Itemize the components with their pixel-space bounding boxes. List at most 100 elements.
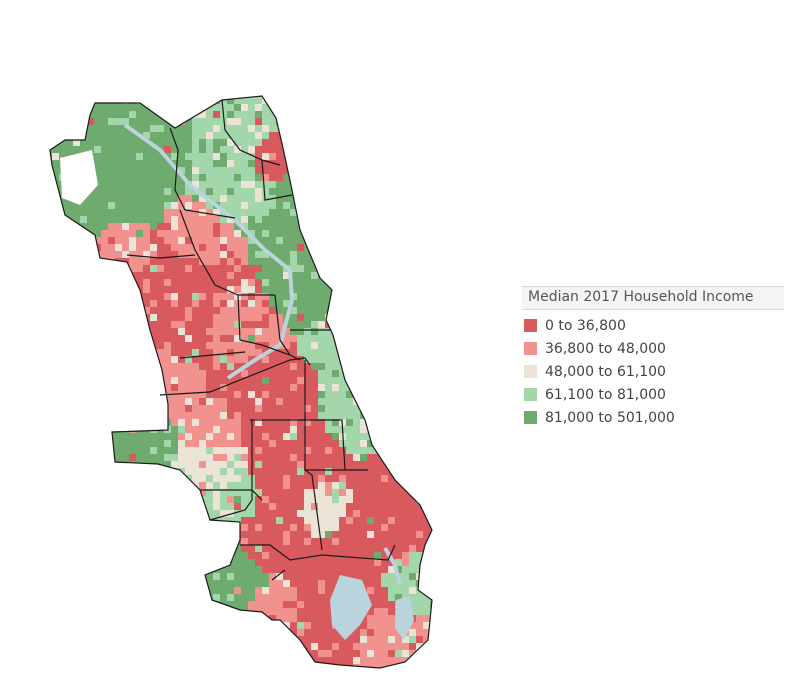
census-tract xyxy=(255,398,262,405)
census-tract xyxy=(73,405,80,412)
census-tract xyxy=(164,230,171,237)
census-tract xyxy=(262,307,269,314)
census-tract xyxy=(101,587,108,594)
census-tract xyxy=(388,517,395,524)
census-tract xyxy=(290,146,304,153)
census-tract xyxy=(360,398,374,405)
census-tract xyxy=(248,244,255,251)
census-tract xyxy=(353,671,367,678)
census-tract xyxy=(269,96,276,97)
census-tract xyxy=(50,510,52,524)
census-tract xyxy=(199,377,206,384)
census-tract xyxy=(199,566,206,580)
census-tract xyxy=(192,517,206,524)
census-tract xyxy=(129,531,136,545)
census-tract xyxy=(199,391,206,398)
census-tract xyxy=(115,531,122,538)
census-tract xyxy=(94,475,101,482)
census-tract xyxy=(360,321,374,335)
census-tract xyxy=(150,139,157,146)
census-tract xyxy=(213,272,220,279)
census-tract xyxy=(59,643,66,650)
census-tract xyxy=(94,223,101,230)
census-tract xyxy=(94,622,101,629)
census-tract xyxy=(325,132,332,139)
census-tract xyxy=(248,342,255,349)
census-tract xyxy=(269,202,276,209)
census-tract xyxy=(262,174,269,181)
census-tract xyxy=(360,286,367,293)
census-tract xyxy=(66,629,73,636)
census-tract xyxy=(80,552,87,559)
census-tract xyxy=(178,412,185,419)
census-tract xyxy=(367,671,374,678)
census-tract xyxy=(227,468,234,475)
census-tract xyxy=(381,447,388,454)
census-tract xyxy=(367,384,374,391)
census-tract xyxy=(122,384,136,398)
census-tract xyxy=(283,188,290,195)
census-tract xyxy=(437,454,444,461)
census-tract xyxy=(50,454,52,468)
census-tract xyxy=(52,671,59,678)
census-tract xyxy=(66,96,73,97)
census-tract xyxy=(339,153,346,167)
census-tract xyxy=(409,96,416,97)
census-tract xyxy=(318,195,325,202)
census-tract xyxy=(283,118,290,125)
census-tract xyxy=(255,657,262,664)
census-tract xyxy=(129,391,136,398)
census-tract xyxy=(325,237,332,244)
census-tract xyxy=(346,461,353,468)
census-tract xyxy=(66,265,80,272)
census-tract xyxy=(318,433,325,440)
census-tract xyxy=(346,643,353,650)
census-tract xyxy=(185,622,192,629)
legend-item[interactable]: 81,000 to 501,000 xyxy=(524,406,784,429)
census-tract xyxy=(325,153,332,160)
census-tract xyxy=(52,657,59,664)
census-tract xyxy=(227,419,234,426)
census-tract xyxy=(199,524,206,538)
census-tract xyxy=(66,209,73,216)
census-tract xyxy=(59,671,66,678)
census-tract xyxy=(276,188,283,195)
census-tract xyxy=(395,643,402,650)
census-tract xyxy=(353,559,360,566)
census-tract xyxy=(409,454,416,468)
census-tract xyxy=(157,587,164,594)
census-tract xyxy=(395,188,402,195)
census-tract xyxy=(395,398,402,412)
census-tract xyxy=(276,349,283,356)
census-tract xyxy=(143,608,150,615)
census-tract xyxy=(269,615,276,622)
census-tract xyxy=(283,566,290,573)
census-tract xyxy=(255,552,262,559)
census-tract xyxy=(213,244,220,251)
census-tract xyxy=(255,300,262,307)
census-tract xyxy=(80,594,87,601)
census-tract xyxy=(381,265,388,279)
census-tract xyxy=(339,118,346,125)
census-tract xyxy=(367,405,381,412)
legend-item[interactable]: 36,800 to 48,000 xyxy=(524,337,784,360)
census-tract xyxy=(220,545,227,559)
census-tract xyxy=(297,363,304,370)
legend-item[interactable]: 48,000 to 61,100 xyxy=(524,360,784,383)
legend-item[interactable]: 0 to 36,800 xyxy=(524,314,784,337)
census-tract xyxy=(50,391,52,398)
census-tract xyxy=(255,258,262,265)
census-tract xyxy=(87,496,101,503)
census-tract xyxy=(416,384,423,391)
legend-item[interactable]: 61,100 to 81,000 xyxy=(524,383,784,406)
census-tract xyxy=(423,657,430,664)
census-tract xyxy=(50,342,52,349)
census-tract xyxy=(164,433,171,440)
census-tract xyxy=(206,601,213,608)
census-tract xyxy=(50,496,59,510)
census-tract xyxy=(255,307,262,314)
census-tract xyxy=(255,601,262,608)
census-tract xyxy=(430,433,432,440)
census-tract xyxy=(150,251,157,258)
census-tract xyxy=(50,118,59,125)
